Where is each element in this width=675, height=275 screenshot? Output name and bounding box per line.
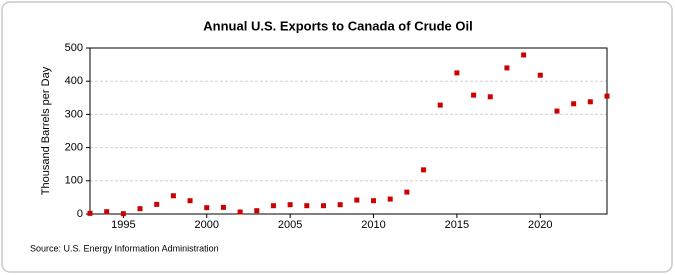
point xyxy=(487,94,493,100)
y-tick-label: 200 xyxy=(65,142,83,154)
point xyxy=(554,108,560,114)
point xyxy=(571,101,577,107)
point xyxy=(437,102,443,108)
y-tick-label: 0 xyxy=(77,208,83,220)
x-tick-label: 2020 xyxy=(528,219,552,231)
point xyxy=(404,189,410,195)
point xyxy=(421,167,427,173)
y-tick-label: 300 xyxy=(65,108,83,120)
point xyxy=(337,202,343,208)
point xyxy=(254,208,260,214)
point xyxy=(154,201,160,207)
point xyxy=(170,193,176,199)
point xyxy=(537,72,543,78)
chart-title: Annual U.S. Exports to Canada of Crude O… xyxy=(203,18,472,33)
y-tick-label: 400 xyxy=(65,75,83,87)
point xyxy=(187,198,193,204)
x-tick-label: 2015 xyxy=(445,219,469,231)
point xyxy=(354,197,360,203)
point xyxy=(120,211,126,217)
y-axis-label: Thousand Barrels per Day xyxy=(40,66,52,195)
point xyxy=(604,93,610,99)
point xyxy=(220,204,226,210)
point xyxy=(371,198,377,204)
x-tick-label: 2005 xyxy=(278,219,302,231)
source-note: Source: U.S. Energy Information Administ… xyxy=(30,243,219,253)
point xyxy=(320,203,326,209)
point xyxy=(287,202,293,208)
point xyxy=(104,209,110,215)
point xyxy=(521,52,527,58)
point xyxy=(587,99,593,105)
plot-frame xyxy=(89,47,608,215)
point xyxy=(87,210,93,216)
point xyxy=(504,65,510,71)
y-tick-label: 500 xyxy=(65,42,83,54)
point xyxy=(387,196,393,202)
point xyxy=(204,205,210,211)
point xyxy=(237,209,243,215)
y-tick-label: 100 xyxy=(65,175,83,187)
point xyxy=(270,203,276,209)
point xyxy=(471,92,477,98)
point xyxy=(454,70,460,76)
point xyxy=(137,206,143,212)
x-tick-label: 2000 xyxy=(194,219,218,231)
point xyxy=(304,203,310,209)
x-tick-label: 1995 xyxy=(111,219,135,231)
x-tick-label: 2010 xyxy=(361,219,385,231)
